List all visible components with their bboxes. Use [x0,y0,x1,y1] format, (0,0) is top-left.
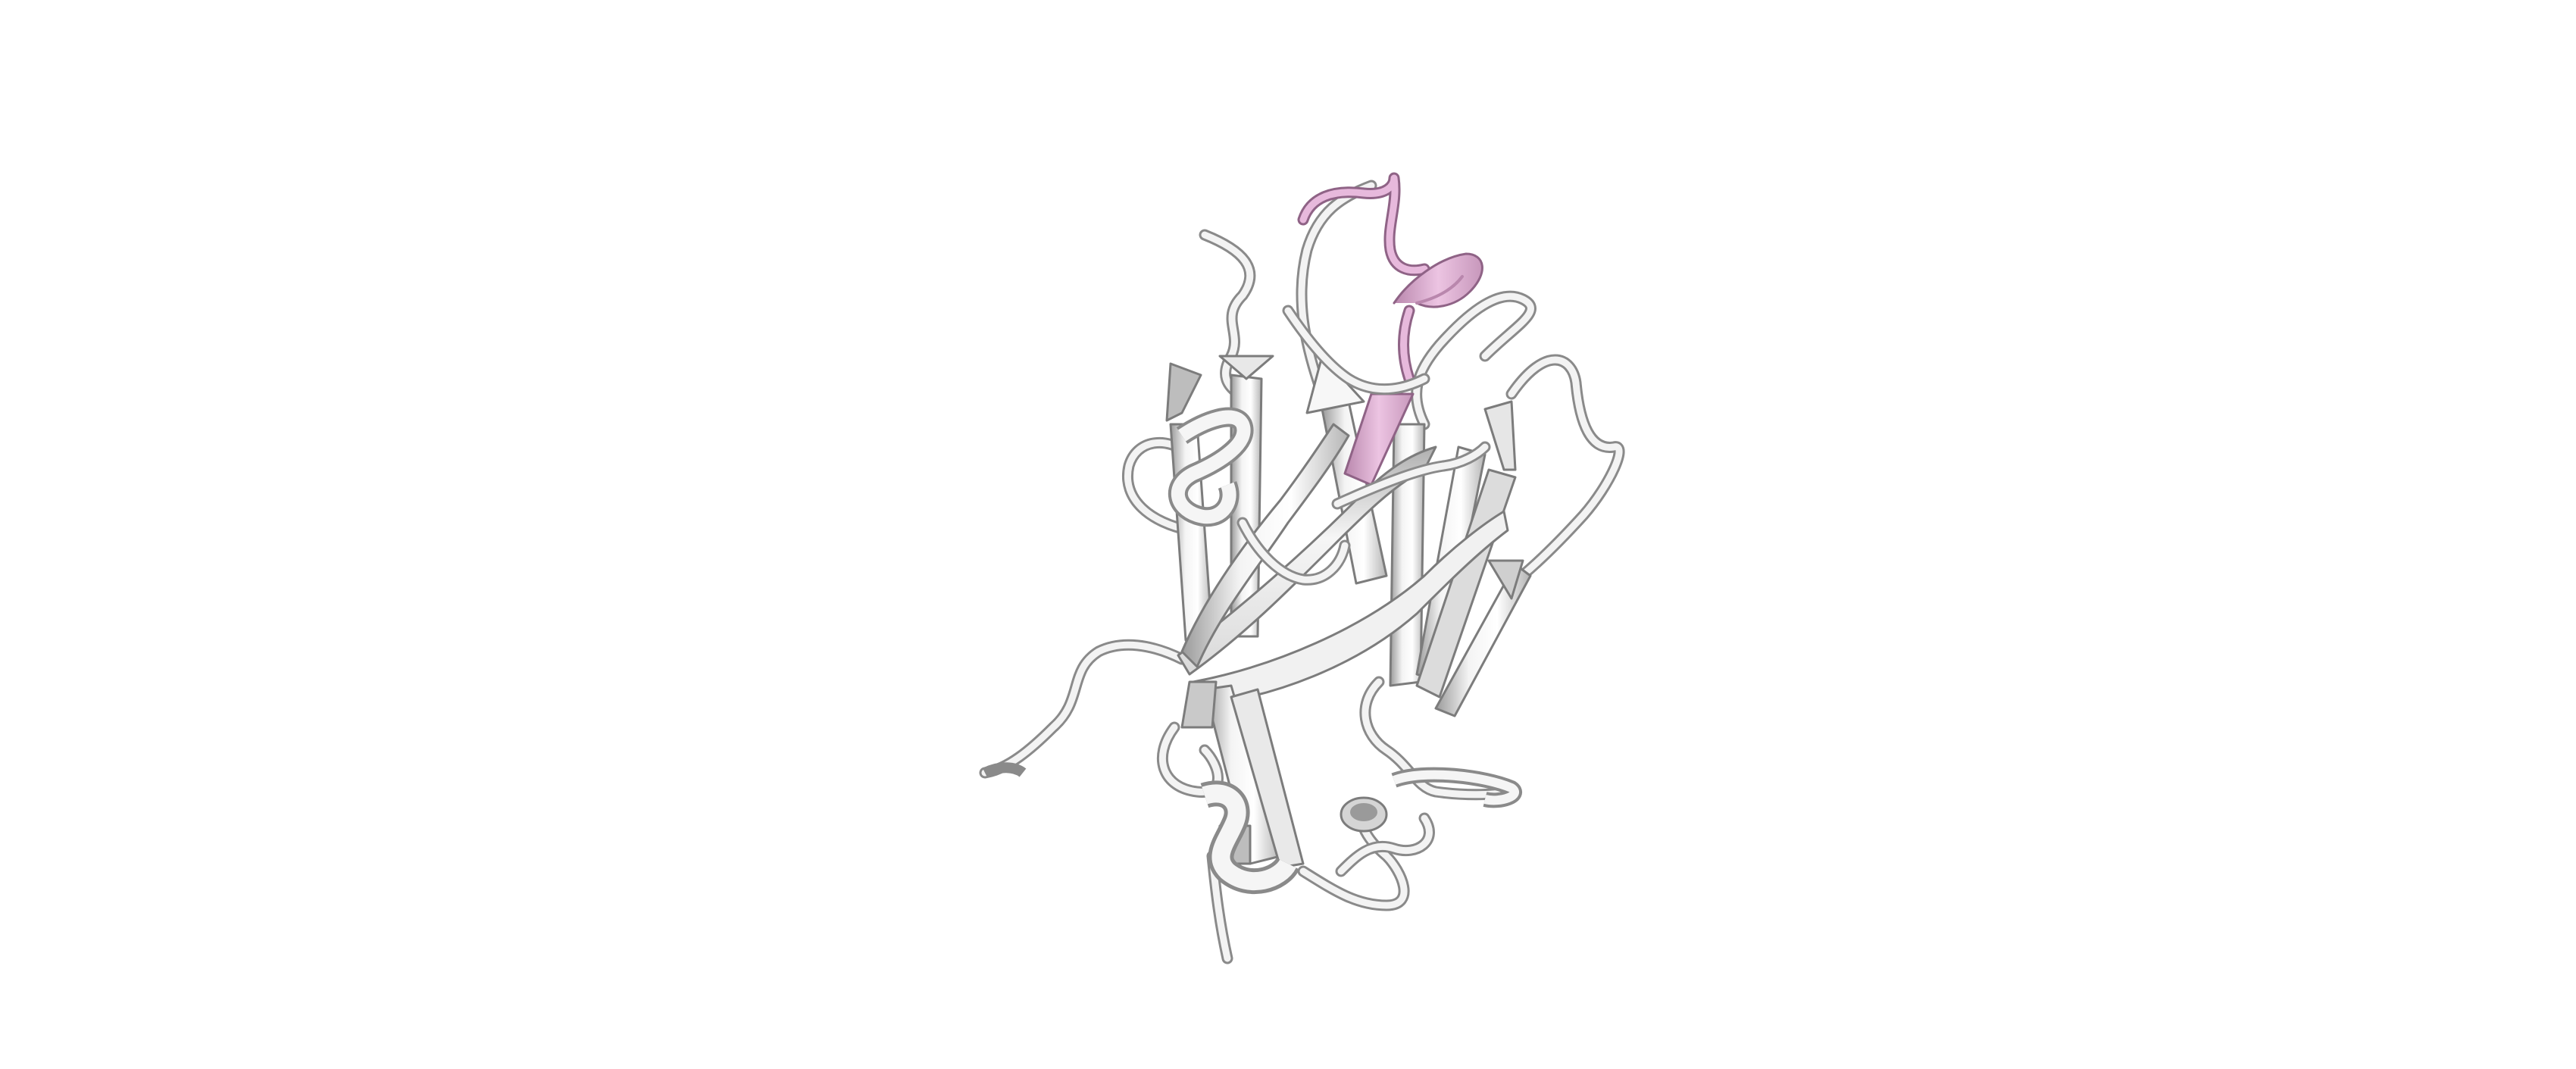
helix-turn [1202,784,1296,891]
beta-strand [1434,563,1532,717]
beta-strand [1483,400,1517,471]
beta-strand [1165,362,1202,422]
helix-turn [982,762,1027,778]
beta-strand [1230,688,1305,869]
helix-turn [1393,252,1483,308]
helix-turn [1171,410,1251,524]
coil-loops-front [1236,305,1491,586]
beta-strand [1487,559,1524,600]
beta-strand [1180,680,1218,729]
helices [982,407,1522,895]
beta-strand [1192,510,1509,706]
beta-strand [1177,445,1437,676]
beta-strand [1218,355,1274,380]
beta-sheet-front [1177,423,1509,869]
beta-strand [1180,423,1350,668]
